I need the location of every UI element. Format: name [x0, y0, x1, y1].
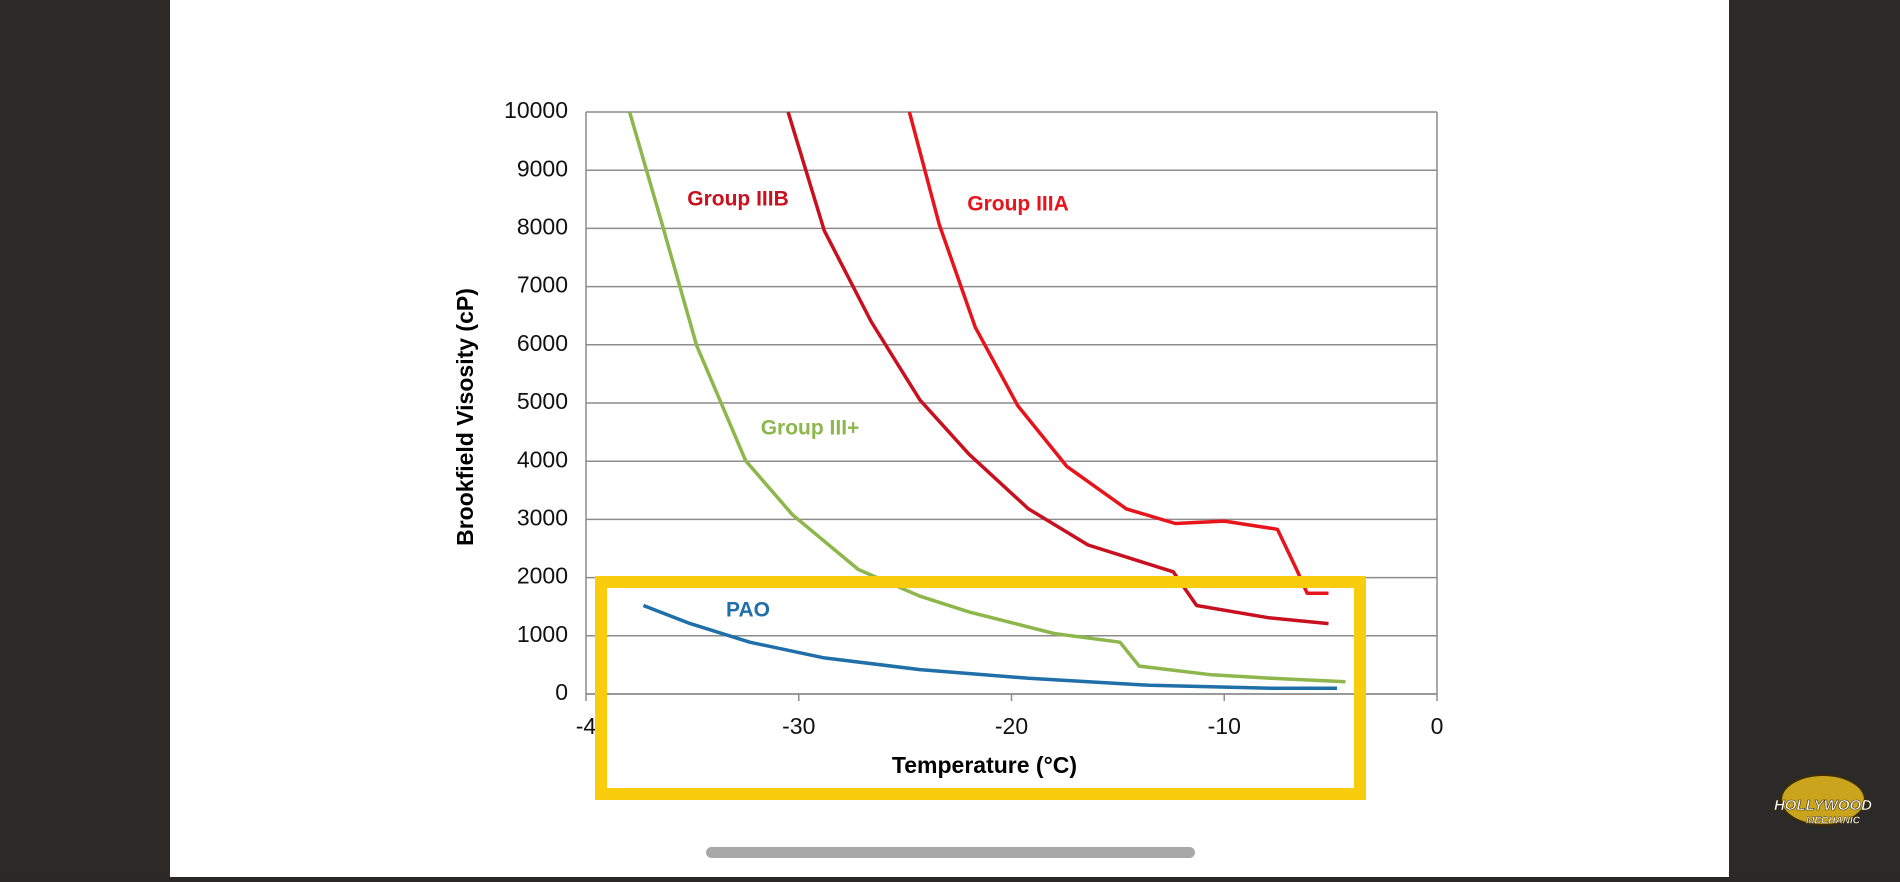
chart: 0 1000 2000 3000 4000 5000 6000 7000 8000 9000 100… — [452, 97, 1443, 778]
x-tick-label: -30 — [782, 713, 815, 739]
y-tick-label: 8000 — [517, 213, 568, 239]
series-label: Group IIIB — [687, 188, 789, 211]
series-label: PAO — [726, 599, 770, 622]
highlight-box — [595, 576, 1366, 800]
x-axis-title: Temperature (°C) — [892, 752, 1077, 778]
x-tick-label: -4 — [576, 713, 597, 739]
series-label: Group IIIA — [967, 193, 1069, 216]
logo: HOLLYWOOD MECHANIC — [1774, 774, 1872, 827]
y-tick-label: 6000 — [517, 330, 568, 356]
y-tick-label: 7000 — [517, 272, 568, 298]
right-margin — [1729, 0, 1900, 877]
logo-badge — [1780, 774, 1866, 826]
x-tick-label: 0 — [1431, 713, 1444, 739]
series-line — [907, 111, 1329, 596]
y-tick-label: 10000 — [504, 97, 568, 123]
y-tick-label: 5000 — [517, 388, 568, 414]
y-tick-label: 3000 — [517, 504, 568, 530]
series-line — [627, 111, 1346, 684]
left-margin — [0, 0, 170, 877]
logo-text: HOLLYWOOD — [1774, 797, 1872, 814]
x-tick-label: -20 — [995, 713, 1028, 739]
logo-text: MECHANIC — [1806, 816, 1861, 827]
series-line — [642, 603, 1337, 690]
y-axis-title: Brookfield Visosity (cP) — [452, 288, 478, 546]
scrollbar — [706, 847, 1195, 858]
y-tick-label: 1000 — [517, 621, 568, 647]
y-tick-label: 4000 — [517, 446, 568, 472]
x-tick-label: -10 — [1208, 713, 1241, 739]
series-label: Group III+ — [761, 417, 860, 440]
y-tick-label: 2000 — [517, 563, 568, 589]
y-tick-label: 0 — [555, 679, 568, 705]
y-tick-label: 9000 — [517, 155, 568, 181]
slide — [170, 0, 1729, 877]
series-line — [786, 111, 1329, 626]
